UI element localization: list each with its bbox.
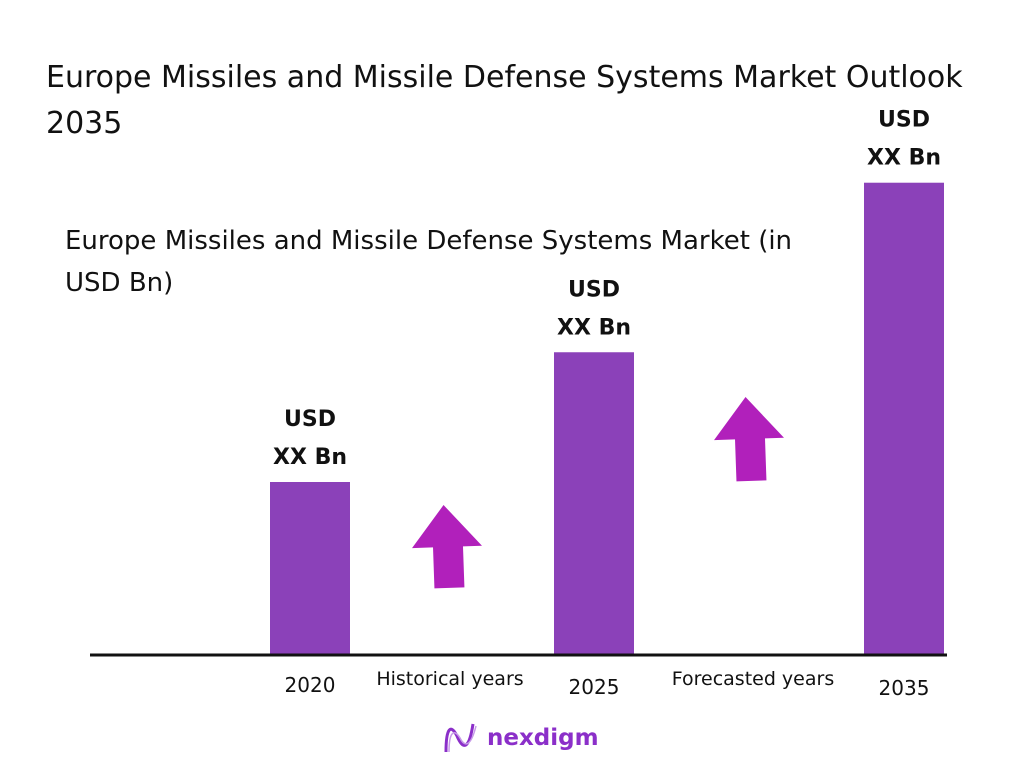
logo-wave-icon: [444, 723, 477, 753]
x-tick-label: 2020: [285, 673, 336, 697]
data-label: USD: [568, 277, 620, 302]
period-label: Historical years: [376, 668, 523, 690]
x-tick-label: 2035: [879, 676, 930, 700]
up-arrow-icon: [714, 397, 784, 482]
up-arrow-icon: [412, 505, 482, 589]
data-label: USD: [284, 407, 336, 432]
chart-title: Europe Missiles and Missile Defense Syst…: [46, 60, 963, 141]
data-label: USD: [878, 108, 930, 133]
period-label: Forecasted years: [672, 668, 834, 690]
data-label: XX Bn: [867, 146, 941, 171]
bar-2020: [270, 482, 350, 655]
bar-2025: [554, 352, 634, 655]
bar-2035: [864, 182, 944, 655]
x-tick-label: 2025: [569, 675, 620, 699]
chart-subtitle: Europe Missiles and Missile Defense Syst…: [65, 226, 793, 298]
logo-text: nexdigm: [487, 725, 599, 751]
data-label: XX Bn: [557, 315, 631, 340]
nexdigm-logo: nexdigm: [443, 722, 599, 754]
data-label: XX Bn: [273, 445, 347, 470]
